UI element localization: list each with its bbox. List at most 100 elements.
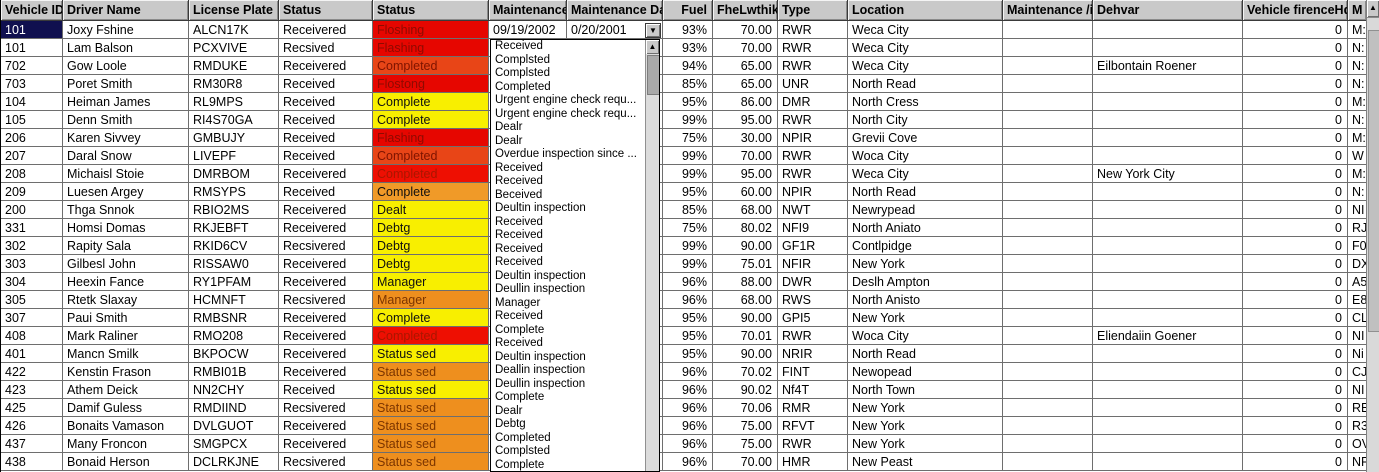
cell-dehvar[interactable] [1093,21,1243,39]
cell-status[interactable]: Receivered [279,345,373,363]
cell-fuel-level[interactable]: 70.00 [713,147,778,165]
cell-type[interactable]: RWR [778,21,848,39]
cell-status2[interactable]: Status sed [373,363,489,381]
cell-vehicle-firence[interactable]: 0 [1243,93,1348,111]
dropdown-item[interactable]: Complsted [495,67,550,79]
cell-status2[interactable]: Status sed [373,435,489,453]
cell-driver-name[interactable]: Kenstin Frason [63,363,189,381]
cell-type[interactable]: GF1R [778,237,848,255]
cell-type[interactable]: RWR [778,111,848,129]
cell-location[interactable]: North Town [848,381,1003,399]
cell-location[interactable]: Woca City [848,327,1003,345]
dropdown-item[interactable]: Complete [495,323,545,336]
cell-status[interactable]: Recsivered [279,237,373,255]
cell-license-plate[interactable]: DMRBOM [189,165,279,183]
cell-location[interactable]: New York [848,399,1003,417]
cell-fuel-level[interactable]: 88.00 [713,273,778,291]
cell-m[interactable]: M: [1348,129,1367,147]
cell-maintenance-is[interactable] [1003,273,1093,291]
cell-status[interactable]: Receivered [279,165,373,183]
cell-location[interactable]: Weca City [848,57,1003,75]
cell-driver-name[interactable]: Lam Balson [63,39,189,57]
cell-fuel-level[interactable]: 95.00 [713,111,778,129]
cell-m[interactable]: N: [1348,57,1367,75]
cell-fuel[interactable]: 99% [663,255,713,273]
cell-vehicle-id[interactable]: 426 [1,417,63,435]
column-header-maintenance-is[interactable]: Maintenance /is [1003,0,1093,21]
cell-driver-name[interactable]: Paui Smith [63,309,189,327]
cell-type[interactable]: RWR [778,327,848,345]
cell-type[interactable]: RWR [778,39,848,57]
column-header-license-plate[interactable]: License Plate [189,0,279,21]
cell-location[interactable]: New York [848,417,1003,435]
cell-status2[interactable]: Complete [373,111,489,129]
cell-m[interactable]: M: [1348,165,1367,183]
cell-dehvar[interactable] [1093,309,1243,327]
dropdown-item[interactable]: Received [495,175,543,187]
cell-location[interactable]: New York [848,435,1003,453]
cell-m[interactable]: F0 [1348,237,1367,255]
cell-type[interactable]: RWR [778,435,848,453]
cell-vehicle-id[interactable]: 408 [1,327,63,345]
cell-fuel-level[interactable]: 68.00 [713,291,778,309]
cell-driver-name[interactable]: Many Froncon [63,435,189,453]
cell-dehvar[interactable] [1093,93,1243,111]
cell-fuel-level[interactable]: 65.00 [713,57,778,75]
cell-vehicle-firence[interactable]: 0 [1243,57,1348,75]
cell-driver-name[interactable]: Karen Sivvey [63,129,189,147]
cell-vehicle-firence[interactable]: 0 [1243,381,1348,399]
cell-vehicle-firence[interactable]: 0 [1243,273,1348,291]
cell-license-plate[interactable]: RMDIIND [189,399,279,417]
cell-fuel[interactable]: 96% [663,453,713,471]
cell-fuel[interactable]: 96% [663,273,713,291]
cell-fuel-level[interactable]: 68.00 [713,201,778,219]
dropdown-item[interactable]: Beceived [495,188,543,201]
cell-fuel-level[interactable]: 70.01 [713,327,778,345]
cell-type[interactable]: RWR [778,57,848,75]
cell-fuel[interactable]: 93% [663,21,713,39]
cell-dehvar[interactable] [1093,129,1243,147]
cell-vehicle-firence[interactable]: 0 [1243,111,1348,129]
cell-fuel[interactable]: 99% [663,237,713,255]
dropdown-item[interactable]: Deallin inspection [495,364,586,376]
cell-status2[interactable]: Status sed [373,399,489,417]
cell-m[interactable]: A5 [1348,273,1367,291]
column-header-location[interactable]: Location [848,0,1003,21]
cell-vehicle-firence[interactable]: 0 [1243,201,1348,219]
cell-driver-name[interactable]: Daral Snow [63,147,189,165]
cell-fuel-level[interactable]: 75.00 [713,417,778,435]
cell-vehicle-id[interactable]: 208 [1,165,63,183]
cell-location[interactable]: New York [848,309,1003,327]
cell-maintenance-is[interactable] [1003,291,1093,309]
cell-fuel[interactable]: 96% [663,435,713,453]
cell-driver-name[interactable]: Damif Guless [63,399,189,417]
cell-vehicle-id[interactable]: 437 [1,435,63,453]
column-header-m[interactable]: M [1348,0,1367,21]
cell-driver-name[interactable]: Luesen Argey [63,183,189,201]
cell-vehicle-firence[interactable]: 0 [1243,309,1348,327]
dropdown-scrollbar[interactable]: ▲ [645,40,659,471]
cell-status[interactable]: Receivered [279,57,373,75]
cell-fuel[interactable]: 95% [663,183,713,201]
cell-fuel[interactable]: 99% [663,147,713,165]
cell-vehicle-firence[interactable]: 0 [1243,255,1348,273]
cell-location[interactable]: North City [848,111,1003,129]
cell-driver-name[interactable]: Gow Loole [63,57,189,75]
cell-fuel[interactable]: 96% [663,399,713,417]
cell-vehicle-firence[interactable]: 0 [1243,147,1348,165]
cell-status[interactable]: Receivered [279,309,373,327]
cell-location[interactable]: New Peast [848,453,1003,471]
cell-license-plate[interactable]: RBIO2MS [189,201,279,219]
cell-maintenance-is[interactable] [1003,57,1093,75]
cell-type[interactable]: RWR [778,147,848,165]
cell-license-plate[interactable]: GMBUJY [189,129,279,147]
cell-dehvar[interactable]: New York City [1093,165,1243,183]
cell-maintenance-is[interactable] [1003,345,1093,363]
cell-type[interactable]: RFVT [778,417,848,435]
cell-status2[interactable]: Manager [373,273,489,291]
cell-license-plate[interactable]: RMBI01B [189,363,279,381]
cell-vehicle-id[interactable]: 303 [1,255,63,273]
cell-m[interactable]: NI [1348,201,1367,219]
cell-location[interactable]: Newopead [848,363,1003,381]
cell-status2[interactable]: Manager [373,291,489,309]
